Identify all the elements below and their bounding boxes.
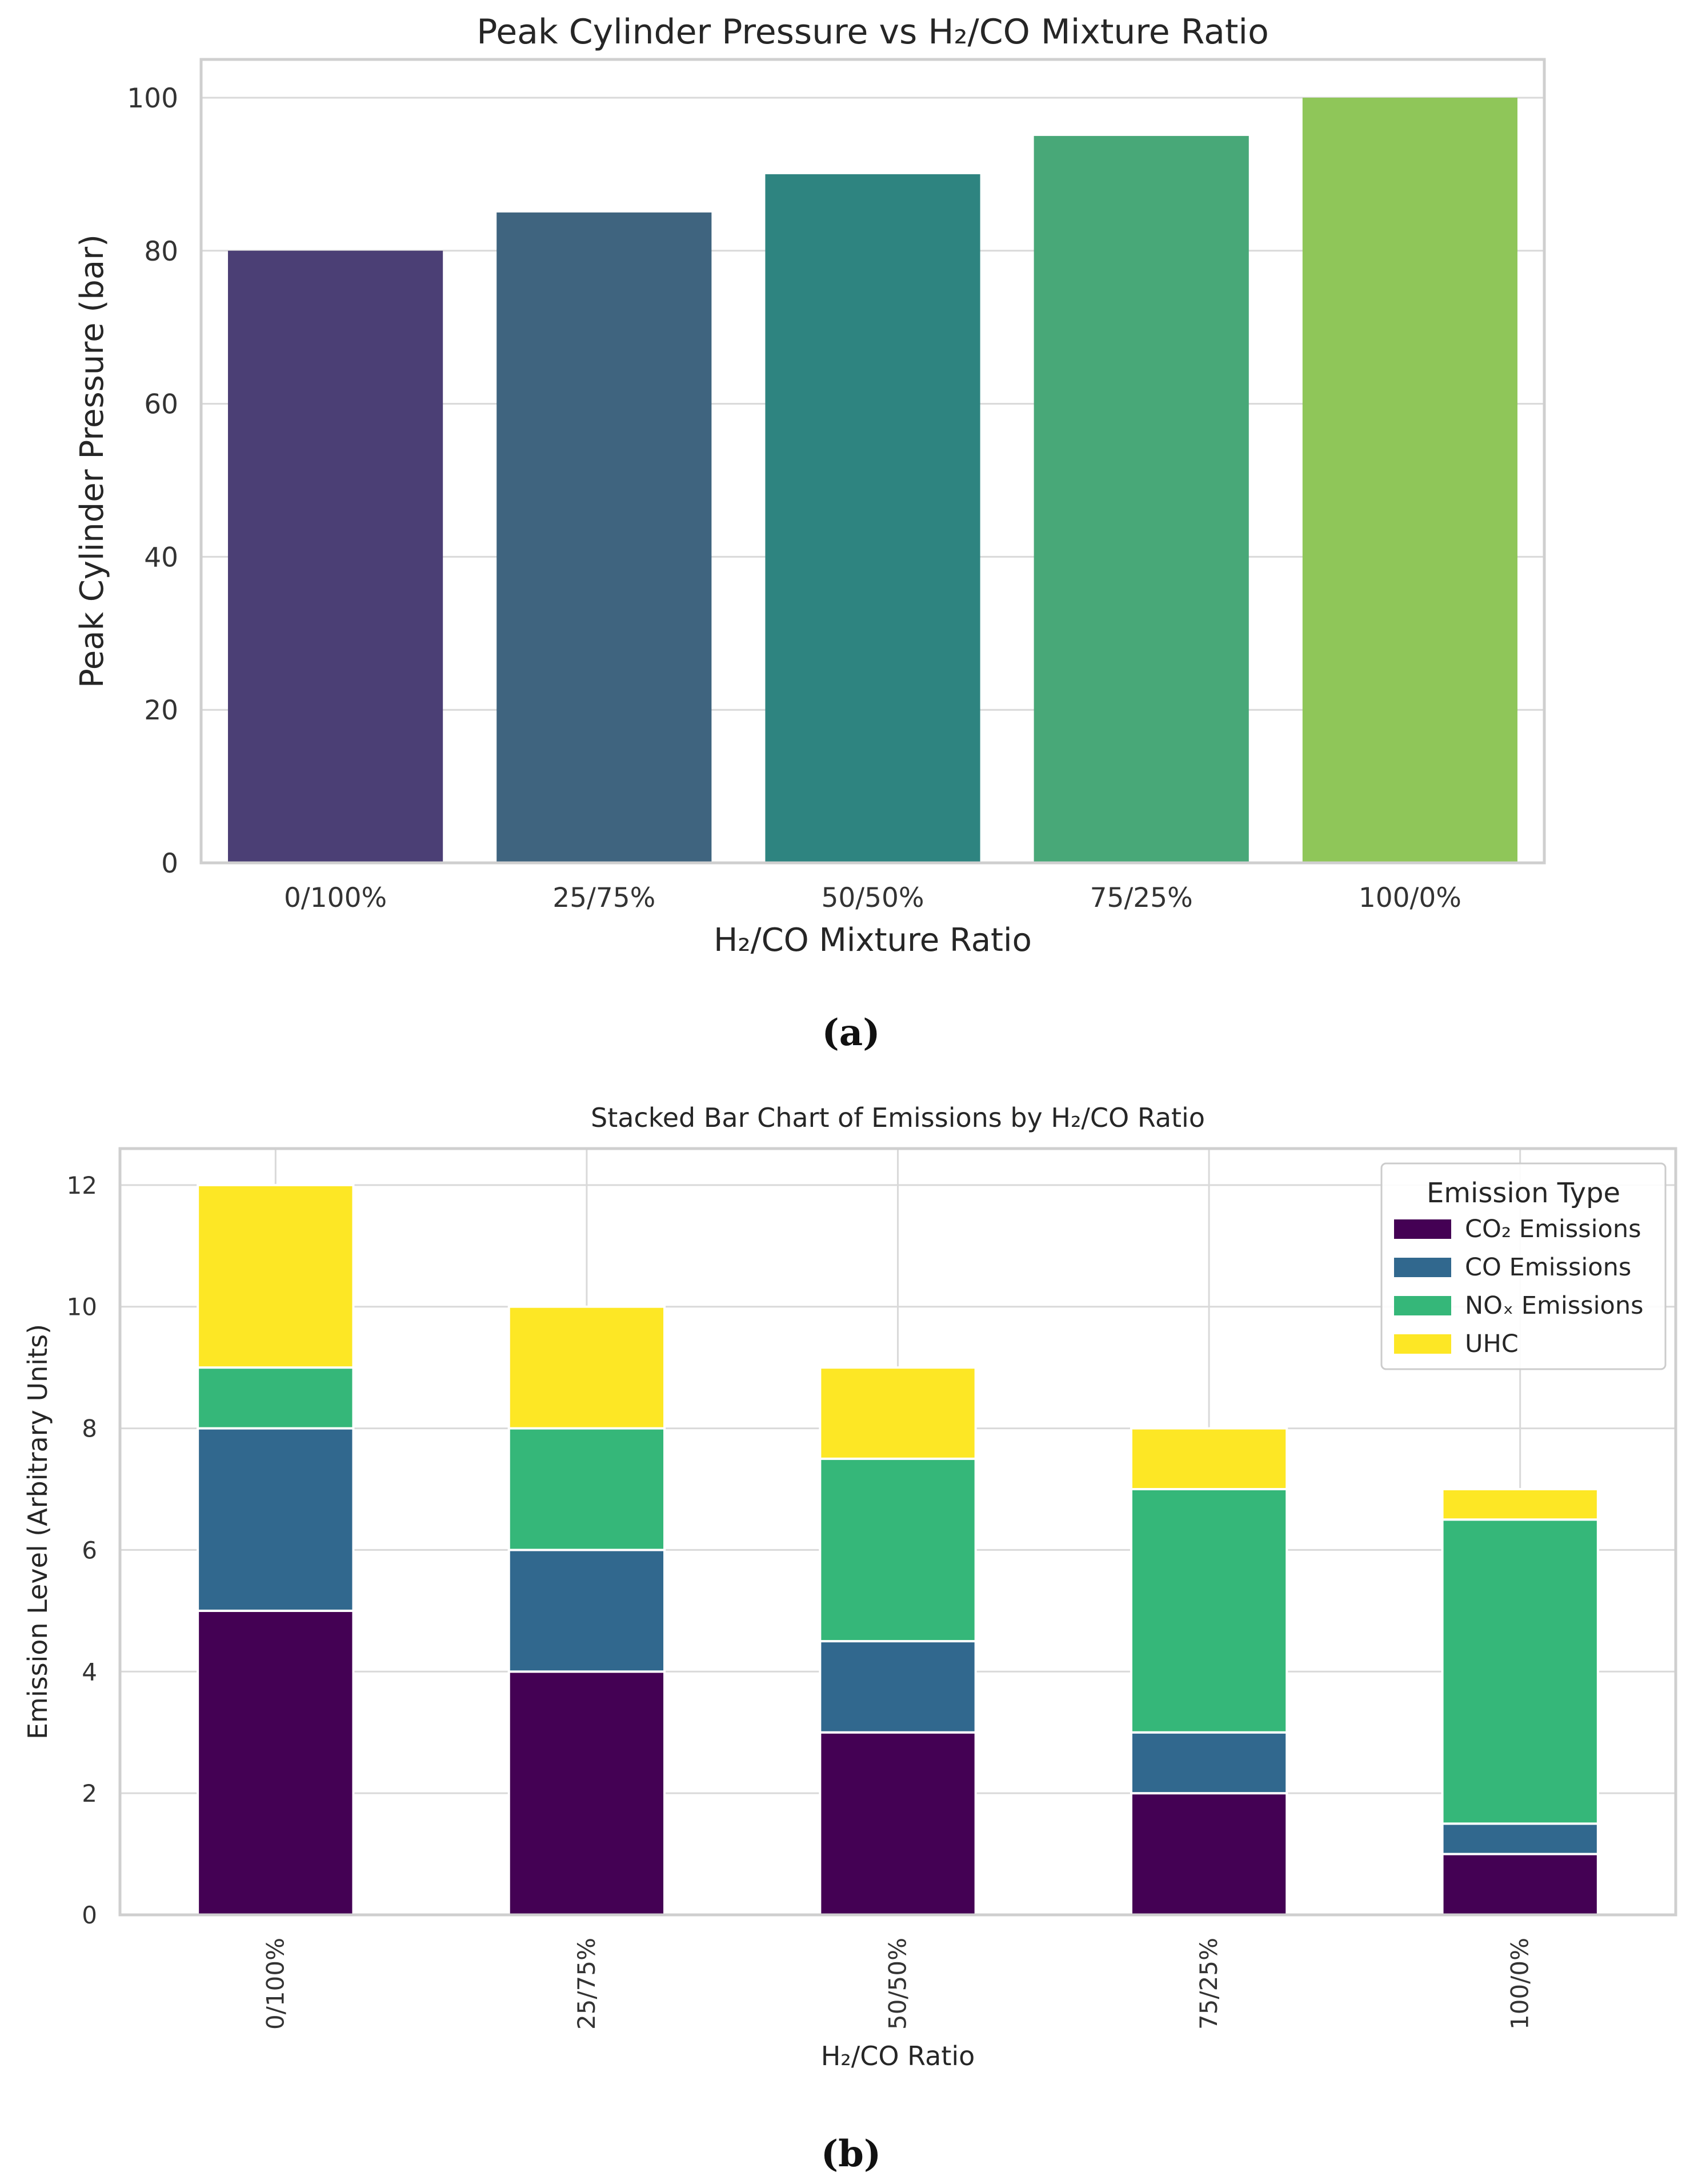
y-tick-label: 0: [161, 848, 178, 879]
legend-label: CO₂ Emissions: [1465, 1215, 1641, 1243]
y-axis-title: Peak Cylinder Pressure (bar): [74, 234, 111, 688]
bar-segment: [507, 1305, 666, 1430]
bar-segment: [1441, 1822, 1599, 1855]
plot-frame: [118, 1147, 1677, 1917]
x-tick-label: 50/50%: [821, 882, 924, 914]
y-tick-label: 80: [144, 236, 178, 267]
emissions-panel: 0 2 4 6 8 10 12 0/100% 25/75% 50/50% 75/25% 100/0% S…: [0, 1074, 1702, 2184]
x-tick-label: 25/75%: [572, 1938, 600, 2030]
legend-label: CO Emissions: [1465, 1253, 1631, 1282]
y-tick-label: 10: [67, 1293, 97, 1321]
bar-segment: [819, 1366, 977, 1460]
caption-a-text: (a): [822, 1011, 880, 1054]
y-tick-label: 20: [144, 695, 178, 726]
legend-label: UHC: [1465, 1330, 1519, 1358]
bar: [496, 212, 712, 863]
bar-segment: [197, 1609, 355, 1916]
caption-b: (b): [0, 2133, 1702, 2175]
y-axis-title: Emission Level (Arbitrary Units): [22, 1324, 53, 1739]
x-axis-title: H₂/CO Ratio: [821, 2041, 975, 2071]
legend-swatch: [1394, 1258, 1451, 1277]
bar: [1034, 135, 1249, 863]
x-tick-label: 75/25%: [1090, 882, 1193, 914]
y-tick-label: 0: [82, 1901, 97, 1929]
bar-segment: [819, 1457, 977, 1643]
x-tick-label: 0/100%: [284, 882, 387, 914]
chart-title: Stacked Bar Chart of Emissions by H₂/CO …: [591, 1102, 1205, 1133]
bar-segment: [1130, 1792, 1288, 1916]
bar-segment: [507, 1427, 666, 1551]
y-tick-label: 60: [144, 389, 178, 421]
bar-segment: [507, 1670, 666, 1917]
bar-segment: [1130, 1488, 1288, 1734]
bar: [765, 174, 980, 863]
bar: [228, 250, 443, 863]
x-tick-label: 100/0%: [1359, 882, 1461, 914]
caption-b-text: (b): [820, 2133, 882, 2175]
bar-segment: [197, 1427, 355, 1612]
bar: [1302, 97, 1517, 863]
x-tick-label: 0/100%: [261, 1938, 289, 2030]
bar-segment: [1130, 1427, 1288, 1490]
bar-segment: [819, 1731, 977, 1916]
y-tick-label: 2: [82, 1779, 97, 1807]
legend: Emission Type CO₂ Emissions CO Emissions NO…: [1380, 1162, 1667, 1370]
peak-pressure-chart: 0 20 40 60 80 100 0/100% 25/75% 50/50% 75/25% 100/…: [74, 12, 1546, 959]
x-tick-label: 75/25%: [1195, 1938, 1223, 2030]
legend-swatch: [1394, 1334, 1451, 1354]
x-axis-title: H₂/CO Mixture Ratio: [714, 922, 1032, 959]
peak-pressure-panel: 0 20 40 60 80 100 0/100% 25/75% 50/50% 75/25% 100/…: [0, 0, 1702, 1074]
legend-box: [1380, 1162, 1667, 1370]
bar-segment: [1441, 1488, 1599, 1521]
bar-segment: [1130, 1731, 1288, 1795]
bar-segment: [1441, 1518, 1599, 1825]
bar-segment: [819, 1640, 977, 1734]
x-tick-label: 25/75%: [552, 882, 655, 914]
x-tick-label: 100/0%: [1506, 1938, 1534, 2030]
y-tick-label: 8: [82, 1415, 97, 1443]
plot-frame: [199, 58, 1546, 865]
y-tick-label: 6: [82, 1536, 97, 1564]
legend-label: NOₓ Emissions: [1465, 1291, 1644, 1320]
bar-segment: [1441, 1853, 1599, 1916]
caption-a: (a): [0, 1011, 1702, 1054]
legend-title: Emission Type: [1427, 1177, 1620, 1209]
chart-title: Peak Cylinder Pressure vs H₂/CO Mixture …: [476, 12, 1269, 52]
y-tick-label: 100: [127, 83, 178, 114]
emissions-stacked-chart: 0 2 4 6 8 10 12 0/100% 25/75% 50/50% 75/25% 100/0% S…: [22, 1102, 1677, 2071]
y-tick-label: 4: [82, 1658, 97, 1686]
bar-segment: [507, 1549, 666, 1673]
legend-swatch: [1394, 1296, 1451, 1315]
legend-swatch: [1394, 1219, 1451, 1239]
bar-segment: [197, 1183, 355, 1369]
y-tick-label: 40: [144, 542, 178, 573]
bar-segment: [197, 1366, 355, 1430]
x-tick-label: 50/50%: [884, 1938, 912, 2030]
y-tick-label: 12: [67, 1171, 97, 1199]
